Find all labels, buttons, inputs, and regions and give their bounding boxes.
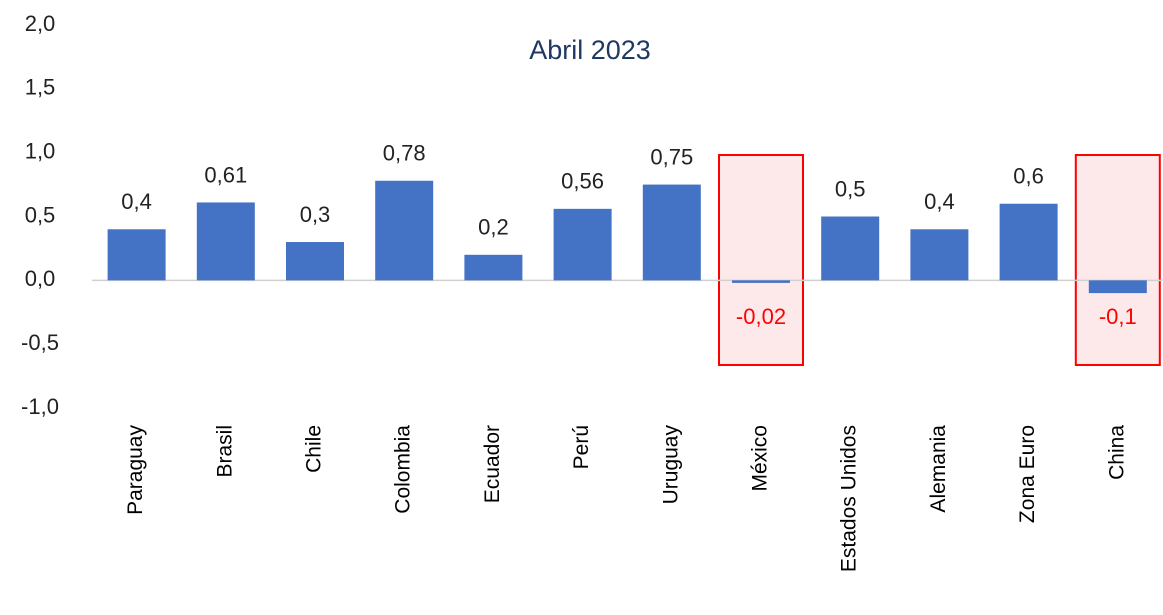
x-tick-label: Ecuador bbox=[481, 425, 504, 503]
value-label: 0,56 bbox=[561, 169, 604, 194]
y-tick-label: 0,0 bbox=[25, 266, 56, 291]
x-tick-label: Chile bbox=[303, 425, 326, 473]
value-label: 0,2 bbox=[478, 215, 509, 240]
value-label: 0,4 bbox=[924, 189, 955, 214]
bar bbox=[999, 203, 1058, 281]
chart-title: Abril 2023 bbox=[529, 35, 651, 65]
value-label: 0,75 bbox=[650, 144, 693, 169]
bar bbox=[642, 184, 701, 281]
y-tick-label: 2,0 bbox=[25, 11, 56, 36]
highlight-box bbox=[1074, 154, 1161, 366]
bar bbox=[464, 254, 523, 281]
x-tick-label: Paraguay bbox=[124, 425, 147, 515]
value-label: 0,61 bbox=[204, 162, 247, 187]
x-tick-label: Brasil bbox=[213, 425, 236, 478]
y-tick-label: -1,0 bbox=[21, 394, 59, 419]
y-tick-label: 1,0 bbox=[25, 138, 56, 163]
x-tick-label: Zona Euro bbox=[1016, 425, 1039, 523]
value-label: 0,78 bbox=[383, 141, 426, 166]
bar bbox=[553, 208, 612, 281]
y-tick-label: -0,5 bbox=[21, 330, 59, 355]
highlight-box bbox=[718, 154, 804, 366]
value-label: 0,5 bbox=[835, 176, 866, 201]
bar bbox=[910, 229, 969, 281]
y-tick-label: 1,5 bbox=[25, 75, 56, 100]
y-tick-label: 0,5 bbox=[25, 202, 56, 227]
x-tick-label: Colombia bbox=[392, 425, 415, 514]
bar bbox=[196, 202, 255, 281]
x-tick-label: México bbox=[749, 425, 772, 492]
x-tick-label: Uruguay bbox=[659, 425, 682, 505]
x-tick-label: Estados Unidos bbox=[838, 425, 861, 572]
value-label: -0,1 bbox=[1099, 304, 1137, 329]
value-label: -0,02 bbox=[736, 304, 786, 329]
x-tick-label: Perú bbox=[570, 425, 593, 469]
bar bbox=[107, 229, 166, 281]
bar bbox=[286, 242, 344, 281]
bar bbox=[1088, 280, 1147, 294]
x-tick-label: Alemania bbox=[927, 425, 950, 513]
value-label: 0,3 bbox=[300, 202, 331, 227]
bar bbox=[732, 280, 790, 283]
bar bbox=[375, 180, 434, 281]
bar bbox=[821, 216, 880, 281]
value-label: 0,4 bbox=[121, 189, 152, 214]
value-label: 0,6 bbox=[1013, 164, 1044, 189]
x-tick-label: China bbox=[1105, 425, 1128, 480]
